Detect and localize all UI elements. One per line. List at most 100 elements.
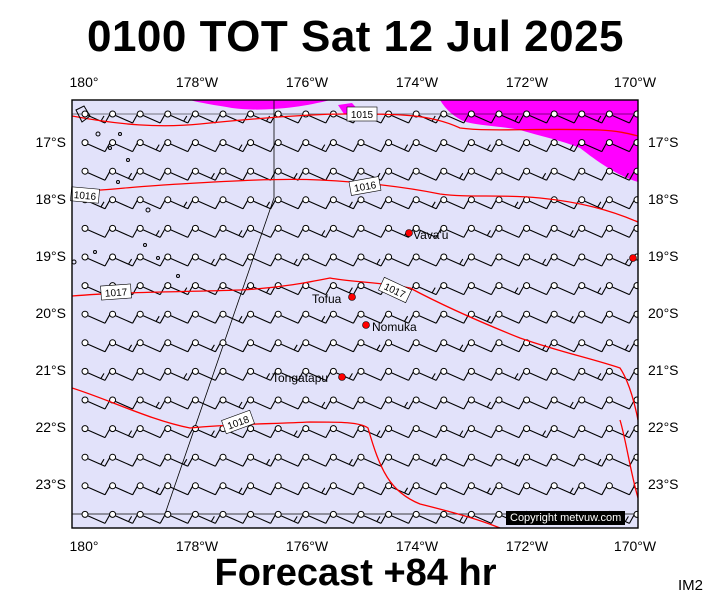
wind-barb-shaft: [446, 458, 465, 467]
wind-barb-feather: [435, 514, 442, 524]
wind-barb-shaft: [115, 486, 133, 496]
wind-barb-feather: [352, 170, 359, 181]
wind-station: [247, 396, 255, 404]
wind-station: [523, 453, 531, 461]
wind-station: [219, 396, 227, 404]
wind-station: [329, 253, 337, 261]
wind-barb-feather: [100, 115, 105, 122]
wind-barb-feather: [408, 256, 415, 267]
wind-station: [164, 482, 172, 490]
wind-station: [385, 196, 393, 204]
wind-station: [164, 425, 172, 433]
wind-station: [578, 196, 586, 204]
wind-station: [605, 196, 613, 204]
wind-station: [164, 453, 172, 461]
wind-station: [605, 310, 613, 318]
wind-station: [109, 339, 117, 347]
wind-barb-shaft: [391, 200, 409, 210]
wind-barb-shaft: [529, 200, 547, 210]
wind-barb-shaft: [280, 400, 299, 410]
wind-station: [329, 282, 337, 290]
wind-barb-feather: [380, 256, 387, 267]
wind-station: [191, 253, 199, 261]
wind-barb-feather: [159, 228, 166, 238]
wind-barb-shaft: [529, 114, 547, 124]
wind-barb-feather: [321, 315, 326, 322]
wind-station: [357, 482, 365, 490]
wind-barb-feather: [459, 344, 464, 351]
wind-barb-feather: [104, 228, 111, 238]
wind-barbs: [81, 110, 662, 524]
wind-barb-feather: [132, 199, 139, 210]
wind-station: [329, 396, 337, 404]
wind-barb-shaft: [474, 257, 492, 267]
wind-station: [247, 253, 255, 261]
wind-station: [633, 110, 638, 118]
wind-barb-shaft: [612, 114, 630, 124]
wind-barb-feather: [463, 456, 470, 467]
wind-barb-shaft: [308, 172, 327, 181]
wind-barb-feather: [104, 142, 111, 152]
wind-barb-shaft: [556, 458, 575, 467]
wind-station: [274, 224, 282, 232]
wind-station: [605, 110, 613, 118]
wind-barb-feather: [573, 170, 580, 181]
wind-barb-shaft: [336, 286, 354, 296]
wind-barb-shaft: [225, 315, 244, 324]
wind-barb-shaft: [225, 372, 244, 381]
wind-barb-shaft: [501, 458, 520, 467]
wind-barb-feather: [463, 399, 470, 410]
wind-barb-feather: [490, 428, 497, 438]
wind-barb-feather: [490, 113, 497, 124]
wind-station: [578, 167, 586, 175]
wind-station: [550, 253, 558, 261]
wind-station: [274, 510, 282, 518]
wind-barb-feather: [325, 170, 332, 181]
lon-label: 178°W: [175, 538, 219, 554]
wind-station: [219, 310, 227, 318]
wind-barb-shaft: [280, 200, 299, 210]
wind-station: [191, 425, 199, 433]
wind-barb-feather: [628, 485, 635, 496]
wind-barb-feather: [325, 456, 332, 467]
wind-station: [274, 282, 282, 290]
wind-barb-shaft: [336, 486, 354, 496]
wind-barb-shaft: [640, 144, 657, 152]
wind-barb-feather: [486, 401, 491, 408]
wind-barb-feather: [542, 430, 547, 436]
wind-barb-feather: [132, 256, 139, 267]
wind-barb-feather: [104, 256, 111, 267]
wind-station: [329, 339, 337, 347]
wind-barb-feather: [183, 201, 188, 208]
wind-station: [440, 339, 448, 347]
wind-barb-shaft: [612, 458, 630, 467]
wind-barb-feather: [431, 287, 436, 293]
wind-barb-feather: [348, 458, 353, 465]
wind-station: [412, 310, 420, 318]
wind-barb-shaft: [198, 172, 216, 181]
wind-barb-shaft: [115, 172, 133, 181]
wind-station: [274, 253, 282, 261]
wind-barb-feather: [238, 144, 243, 150]
wind-barb-shaft: [391, 114, 409, 124]
wind-barb-feather: [657, 514, 662, 523]
wind-barb-shaft: [336, 343, 354, 353]
wind-station: [633, 310, 638, 318]
wind-barb-shaft: [418, 458, 437, 467]
wind-barb-feather: [542, 172, 547, 179]
wind-barb-shaft: [501, 400, 520, 410]
wind-station: [440, 253, 448, 261]
wind-barb-feather: [628, 228, 635, 238]
wind-barb-shaft: [198, 257, 216, 267]
wind-station: [164, 224, 172, 232]
wind-barb-feather: [270, 371, 277, 381]
lat-label: 21°S: [35, 362, 66, 378]
wind-station: [467, 367, 475, 375]
wind-barb-feather: [187, 228, 194, 238]
wind-barb-shaft: [225, 229, 244, 238]
wind-barb-shaft: [612, 315, 630, 324]
wind-barb-feather: [597, 201, 602, 208]
wind-barb-feather: [486, 230, 491, 236]
wind-barb-feather: [490, 285, 497, 295]
wind-barb-shaft: [308, 200, 327, 210]
